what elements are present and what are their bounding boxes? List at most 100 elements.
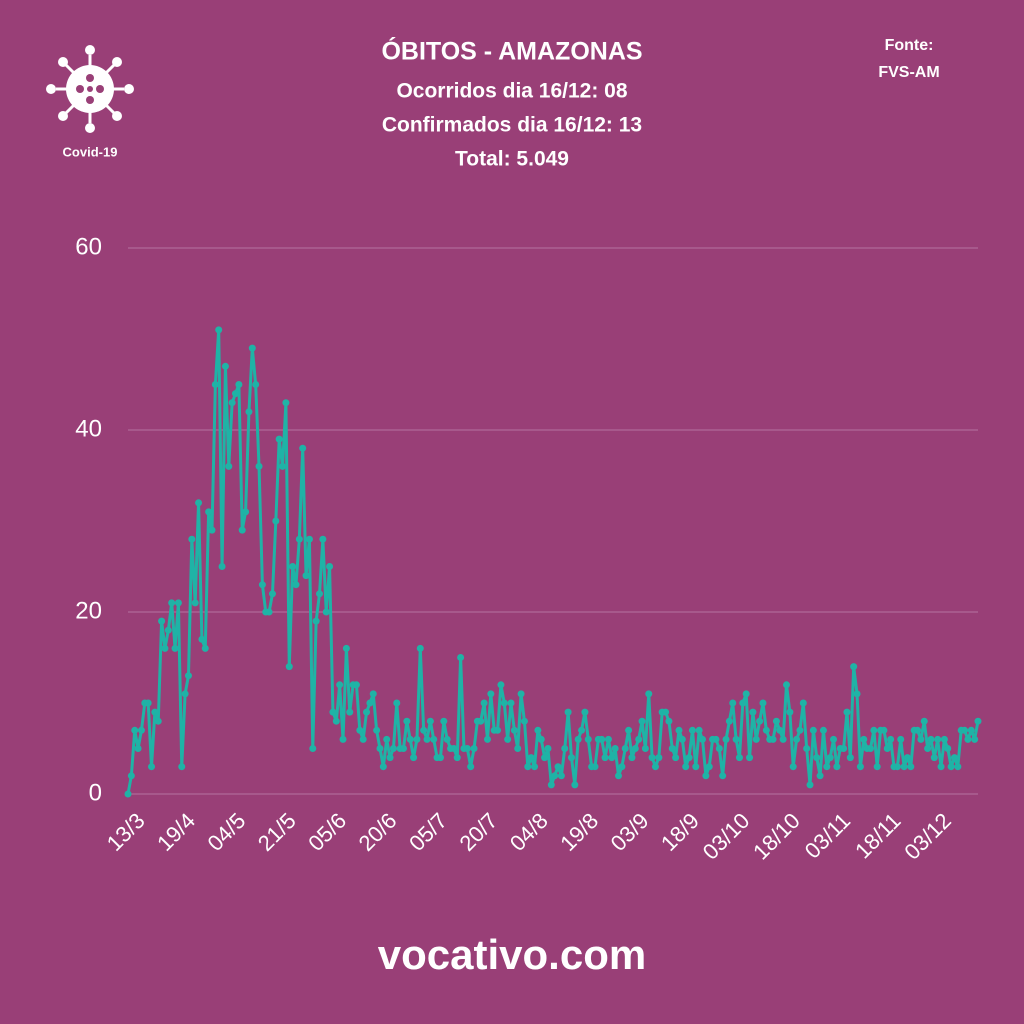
point bbox=[339, 735, 347, 743]
point bbox=[235, 381, 243, 388]
point bbox=[383, 735, 391, 743]
point bbox=[772, 717, 780, 725]
point bbox=[346, 708, 354, 716]
point bbox=[940, 735, 948, 743]
point bbox=[900, 763, 908, 771]
point bbox=[379, 763, 387, 771]
point bbox=[376, 745, 384, 752]
point bbox=[561, 745, 569, 752]
point bbox=[554, 763, 562, 771]
point bbox=[662, 708, 670, 716]
point bbox=[762, 726, 770, 734]
point bbox=[813, 754, 821, 762]
point bbox=[389, 745, 397, 752]
point bbox=[494, 726, 502, 734]
point bbox=[678, 735, 686, 743]
point bbox=[450, 745, 458, 752]
point bbox=[830, 735, 838, 743]
point bbox=[359, 735, 367, 743]
point bbox=[174, 599, 182, 607]
point bbox=[161, 644, 169, 652]
source: FVS-AM bbox=[878, 64, 939, 81]
point bbox=[258, 581, 266, 589]
point bbox=[279, 462, 287, 470]
point bbox=[316, 590, 324, 598]
y-tick-label: 0 bbox=[89, 779, 102, 806]
point bbox=[641, 745, 649, 752]
point bbox=[124, 790, 132, 798]
point bbox=[799, 699, 807, 707]
point bbox=[403, 717, 411, 725]
point bbox=[137, 726, 145, 734]
point bbox=[352, 681, 360, 689]
point bbox=[168, 599, 176, 607]
point bbox=[544, 745, 552, 752]
point bbox=[749, 708, 757, 716]
point bbox=[148, 763, 156, 771]
point bbox=[134, 745, 142, 752]
point bbox=[416, 644, 424, 652]
point bbox=[651, 763, 659, 771]
point bbox=[164, 626, 172, 634]
point bbox=[299, 444, 307, 452]
point bbox=[373, 726, 381, 734]
point bbox=[803, 745, 811, 752]
point bbox=[611, 745, 619, 752]
source-label: Fonte: bbox=[885, 37, 934, 54]
point bbox=[504, 735, 512, 743]
point bbox=[393, 699, 401, 707]
point bbox=[497, 681, 505, 689]
point bbox=[870, 726, 878, 734]
point bbox=[715, 745, 723, 752]
point bbox=[675, 726, 683, 734]
point bbox=[897, 735, 905, 743]
point bbox=[483, 735, 491, 743]
point bbox=[208, 526, 216, 534]
point bbox=[342, 644, 350, 652]
point bbox=[712, 735, 720, 743]
point bbox=[158, 617, 166, 625]
point bbox=[961, 726, 969, 734]
point bbox=[645, 690, 653, 698]
point bbox=[907, 763, 915, 771]
point bbox=[534, 726, 542, 734]
point bbox=[420, 726, 428, 734]
point bbox=[937, 763, 945, 771]
point bbox=[635, 735, 643, 743]
subtitle: Ocorridos dia 16/12: 08 bbox=[396, 80, 627, 103]
point bbox=[604, 735, 612, 743]
point bbox=[154, 717, 162, 725]
point bbox=[198, 635, 206, 643]
point bbox=[470, 745, 478, 752]
point bbox=[181, 690, 189, 698]
point bbox=[974, 717, 982, 725]
point bbox=[732, 735, 740, 743]
point bbox=[188, 535, 196, 543]
point bbox=[944, 745, 952, 752]
point bbox=[967, 726, 975, 734]
point bbox=[218, 563, 226, 570]
point bbox=[578, 726, 586, 734]
point bbox=[295, 535, 303, 543]
point bbox=[920, 717, 928, 725]
point bbox=[608, 754, 616, 762]
point bbox=[312, 617, 320, 625]
point bbox=[819, 726, 827, 734]
point bbox=[514, 745, 522, 752]
point bbox=[326, 563, 334, 570]
point bbox=[668, 745, 676, 752]
point bbox=[144, 699, 152, 707]
point bbox=[477, 717, 485, 725]
point bbox=[574, 735, 582, 743]
point bbox=[201, 644, 209, 652]
chart-title: ÓBITOS - AMAZONAS bbox=[381, 36, 642, 66]
point bbox=[625, 726, 633, 734]
point bbox=[917, 735, 925, 743]
point bbox=[880, 726, 888, 734]
point bbox=[215, 326, 223, 334]
point bbox=[782, 681, 790, 689]
point bbox=[151, 708, 159, 716]
point bbox=[628, 754, 636, 762]
point bbox=[282, 399, 290, 407]
